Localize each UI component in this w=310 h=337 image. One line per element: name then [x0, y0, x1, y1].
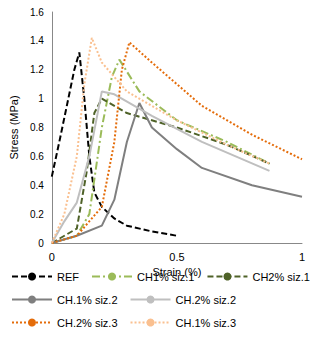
svg-text:REF: REF — [57, 271, 79, 283]
svg-text:CH.1% siz.3: CH.1% siz.3 — [176, 317, 237, 329]
svg-text:Stress (MPa): Stress (MPa) — [8, 95, 20, 159]
svg-text:0.2: 0.2 — [30, 209, 44, 220]
svg-text:0: 0 — [38, 238, 44, 249]
svg-text:1: 1 — [299, 251, 305, 263]
svg-text:0.5: 0.5 — [169, 251, 184, 263]
svg-text:CH.2% siz.2: CH.2% siz.2 — [176, 294, 237, 306]
svg-text:0.4: 0.4 — [30, 180, 44, 191]
svg-text:1.2: 1.2 — [30, 64, 44, 75]
svg-text:0: 0 — [49, 251, 55, 263]
svg-text:CH2% siz.1: CH2% siz.1 — [252, 271, 309, 283]
svg-text:CH1% siz.1: CH1% siz.1 — [137, 271, 194, 283]
svg-text:1.4: 1.4 — [30, 35, 44, 46]
svg-text:CH.1% siz.2: CH.1% siz.2 — [57, 294, 118, 306]
svg-text:CH.2% siz.3: CH.2% siz.3 — [57, 317, 118, 329]
svg-text:1: 1 — [38, 93, 44, 104]
svg-text:1.6: 1.6 — [30, 7, 44, 18]
svg-text:0.6: 0.6 — [30, 151, 44, 162]
svg-text:0.8: 0.8 — [30, 122, 44, 133]
